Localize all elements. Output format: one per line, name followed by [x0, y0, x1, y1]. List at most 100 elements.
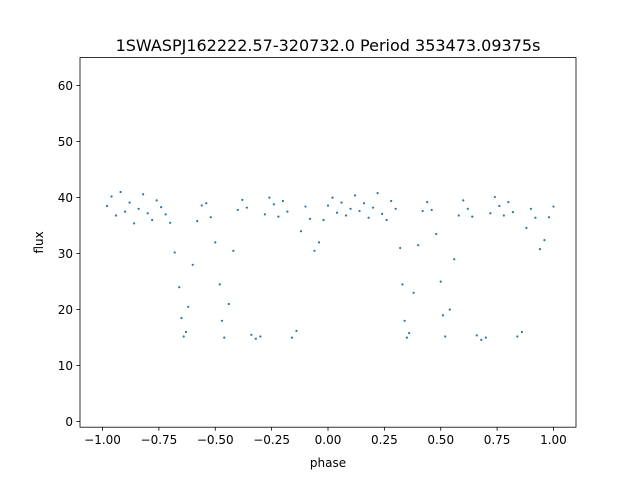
- data-point: [119, 190, 122, 194]
- data-point: [401, 283, 404, 286]
- data-point: [471, 215, 474, 218]
- data-point: [196, 220, 199, 223]
- data-point: [142, 193, 145, 196]
- data-point: [349, 207, 352, 210]
- data-point: [137, 207, 140, 210]
- y-axis-label: flux: [32, 231, 46, 253]
- data-point: [444, 335, 447, 338]
- data-point: [277, 215, 280, 218]
- data-point: [538, 248, 542, 251]
- x-tick-label: 1.00: [540, 433, 567, 447]
- x-tick-label: −0.25: [253, 433, 290, 447]
- data-point: [164, 213, 167, 216]
- data-point: [182, 335, 185, 338]
- data-point: [353, 194, 357, 197]
- data-point: [534, 216, 537, 219]
- data-point: [412, 291, 415, 294]
- data-point: [493, 195, 496, 199]
- data-point: [304, 205, 307, 208]
- data-point: [453, 258, 456, 261]
- data-point: [227, 302, 230, 306]
- data-point: [286, 210, 289, 213]
- data-point: [489, 212, 492, 215]
- data-point: [290, 336, 294, 339]
- data-point: [441, 314, 445, 317]
- data-point: [417, 244, 420, 247]
- data-point: [543, 239, 546, 242]
- data-point: [403, 319, 406, 322]
- data-point: [169, 221, 172, 224]
- data-point: [525, 226, 528, 229]
- x-tick-label: 0.50: [427, 433, 454, 447]
- x-axis-ticks: −1.00 −0.75 −0.50 −0.25 0.00 0.25 0.50 0.75 1.00: [84, 427, 567, 447]
- data-point: [114, 214, 118, 217]
- y-tick-label: 20: [58, 303, 73, 317]
- x-tick-label: 0.75: [484, 433, 511, 447]
- data-point: [160, 206, 163, 209]
- data-point: [317, 241, 321, 244]
- data-point: [367, 216, 370, 219]
- data-point: [105, 204, 109, 208]
- data-point: [209, 216, 212, 219]
- data-point: [250, 333, 253, 336]
- data-point: [381, 212, 384, 215]
- x-tick-label: −0.50: [197, 433, 234, 447]
- data-point: [155, 199, 158, 202]
- data-point: [507, 200, 510, 204]
- data-point: [439, 280, 442, 283]
- y-tick-label: 0: [65, 415, 73, 429]
- data-point: [448, 308, 451, 311]
- data-point: [426, 200, 429, 204]
- x-tick-label: −1.00: [84, 433, 121, 447]
- data-point: [435, 232, 438, 236]
- data-point: [205, 202, 208, 205]
- data-point: [520, 330, 523, 334]
- data-point: [322, 218, 325, 222]
- data-point: [498, 204, 501, 208]
- x-tick-label: 0.00: [315, 433, 342, 447]
- data-point: [344, 214, 348, 217]
- data-point: [457, 214, 460, 217]
- y-tick-label: 10: [58, 359, 73, 373]
- data-point: [371, 206, 375, 209]
- data-point: [259, 335, 262, 338]
- data-point: [184, 330, 188, 334]
- data-point: [254, 337, 257, 340]
- y-tick-label: 60: [58, 79, 73, 93]
- data-point: [133, 222, 136, 225]
- data-point: [223, 336, 226, 339]
- data-point: [299, 230, 303, 233]
- data-point: [241, 198, 244, 201]
- data-point: [308, 217, 312, 220]
- data-point: [220, 319, 224, 322]
- data-point: [335, 211, 339, 214]
- data-point: [200, 204, 203, 207]
- data-point: [151, 218, 154, 222]
- x-tick-label: −0.75: [141, 433, 178, 447]
- data-point: [295, 329, 298, 332]
- data-point: [552, 205, 555, 208]
- plot-frame: [79, 57, 577, 428]
- data-point: [173, 251, 176, 254]
- data-point: [466, 207, 469, 210]
- data-point: [268, 196, 271, 199]
- data-point: [232, 249, 235, 252]
- data-point: [394, 207, 397, 210]
- data-point: [547, 216, 551, 219]
- data-point: [263, 213, 266, 216]
- data-point: [502, 214, 505, 217]
- data-point: [245, 206, 248, 209]
- data-point: [178, 286, 181, 289]
- data-point: [390, 199, 393, 203]
- data-point: [191, 263, 194, 266]
- x-tick-label: 0.25: [371, 433, 398, 447]
- data-point: [326, 204, 330, 207]
- data-point: [358, 209, 361, 213]
- data-point: [430, 208, 433, 212]
- x-axis-label: phase: [310, 456, 346, 470]
- data-point: [399, 246, 402, 250]
- data-point: [218, 283, 221, 286]
- data-point: [408, 332, 411, 335]
- data-point: [385, 218, 388, 222]
